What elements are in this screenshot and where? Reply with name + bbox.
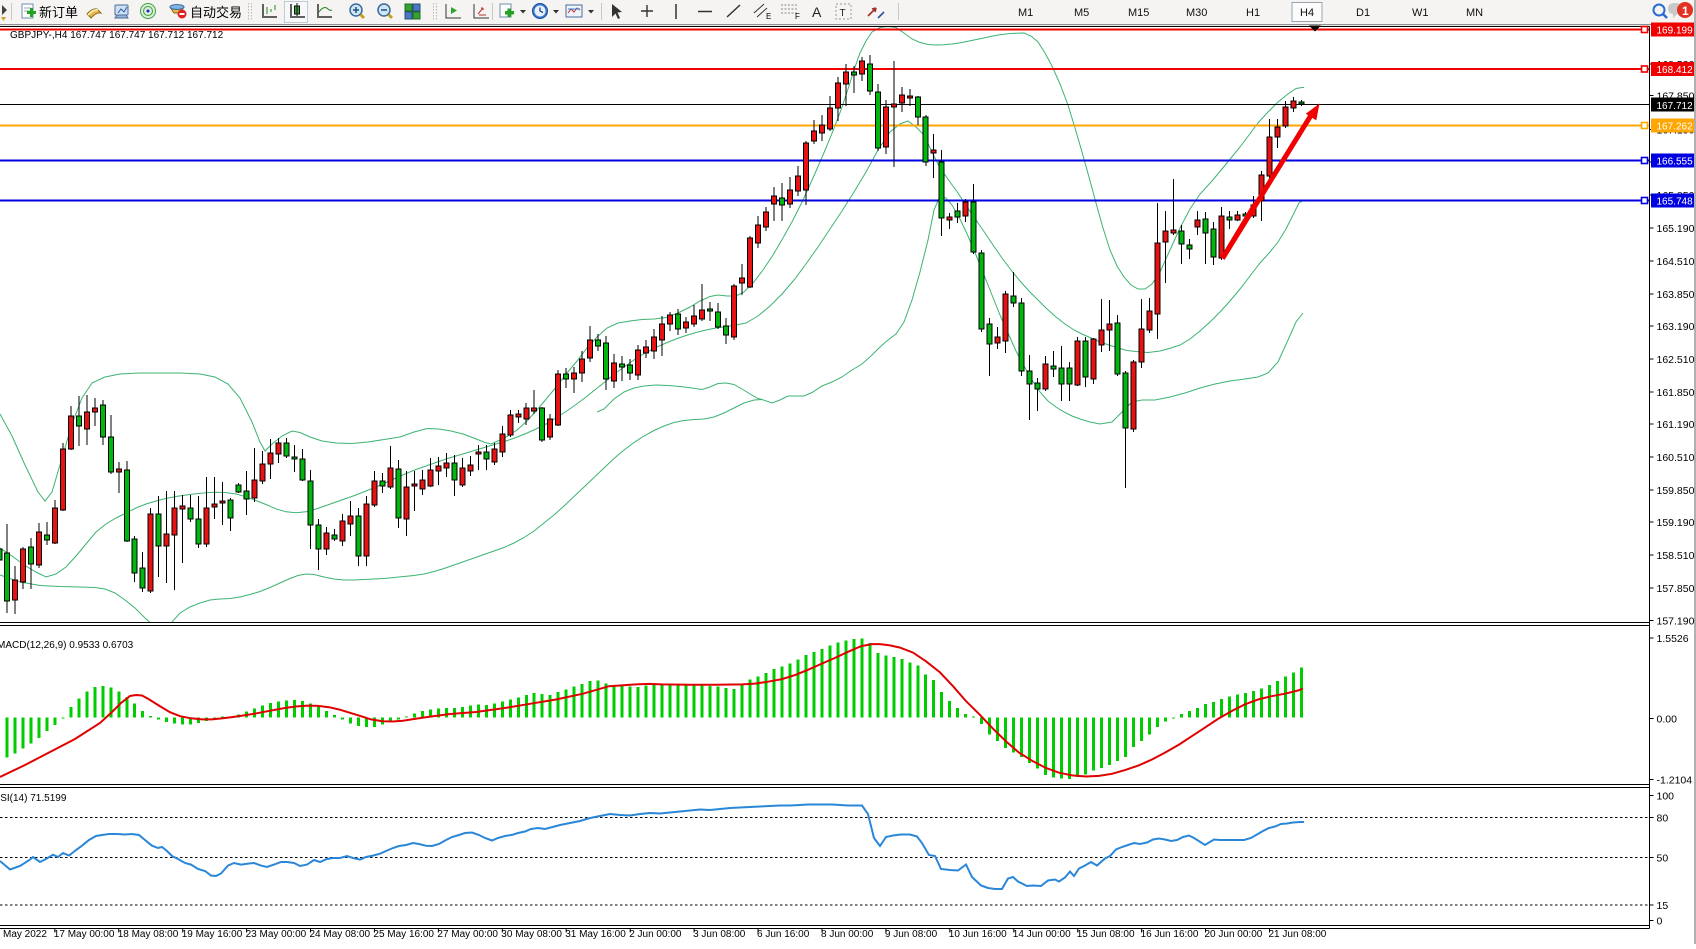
svg-text:F: F [795,12,800,21]
svg-text:1.5526: 1.5526 [1657,633,1689,645]
svg-text:30 May 08:00: 30 May 08:00 [501,929,562,940]
svg-text:8 Jun 00:00: 8 Jun 00:00 [821,929,874,940]
svg-text:165.748: 165.748 [1657,197,1694,208]
svg-text:M15: M15 [1128,7,1149,19]
svg-text:159.850: 159.850 [1657,485,1695,497]
svg-text:6 Jun 16:00: 6 Jun 16:00 [757,929,810,940]
svg-text:MACD(12,26,9) 0.9533 0.6703: MACD(12,26,9) 0.9533 0.6703 [0,640,134,651]
svg-text:23 May 00:00: 23 May 00:00 [246,929,307,940]
svg-text:M1: M1 [1018,7,1033,19]
svg-text:27 May 00:00: 27 May 00:00 [437,929,498,940]
svg-text:15 Jun 08:00: 15 Jun 08:00 [1077,929,1135,940]
svg-text:16 Jun 16:00: 16 Jun 16:00 [1141,929,1199,940]
svg-text:1: 1 [1682,4,1689,18]
svg-text:3 Jun 08:00: 3 Jun 08:00 [693,929,746,940]
svg-text:M30: M30 [1186,7,1207,19]
svg-text:159.190: 159.190 [1657,517,1695,529]
svg-text:MN: MN [1466,7,1483,19]
svg-text:2 Jun 00:00: 2 Jun 00:00 [629,929,682,940]
svg-text:163.850: 163.850 [1657,289,1695,301]
svg-text:10 Jun 16:00: 10 Jun 16:00 [949,929,1007,940]
svg-text:31 May 16:00: 31 May 16:00 [565,929,626,940]
svg-text:157.850: 157.850 [1657,583,1695,595]
svg-text:9 Jun 08:00: 9 Jun 08:00 [885,929,938,940]
svg-text:168.412: 168.412 [1657,65,1694,76]
svg-text:15: 15 [1657,900,1669,912]
svg-text:0.00: 0.00 [1657,714,1678,726]
svg-text:D1: D1 [1356,7,1370,19]
svg-text:24 May 08:00: 24 May 08:00 [310,929,371,940]
svg-text:162.510: 162.510 [1657,354,1695,366]
svg-text:167.712: 167.712 [1657,101,1694,112]
svg-text:165.190: 165.190 [1657,223,1695,235]
svg-text:158.510: 158.510 [1657,550,1695,562]
svg-text:新订单: 新订单 [39,5,78,20]
svg-text:163.190: 163.190 [1657,321,1695,333]
svg-text:161.850: 161.850 [1657,387,1695,399]
svg-text:E: E [766,12,771,21]
svg-text:RSI(14) 71.5199: RSI(14) 71.5199 [0,793,67,804]
svg-text:14 Jun 00:00: 14 Jun 00:00 [1013,929,1071,940]
svg-text:25 May 16:00: 25 May 16:00 [373,929,434,940]
svg-text:17 May 00:00: 17 May 00:00 [54,929,115,940]
svg-text:自动交易: 自动交易 [190,5,242,20]
svg-text:0: 0 [1657,916,1663,928]
svg-text:W1: W1 [1412,7,1429,19]
svg-text:157.190: 157.190 [1657,616,1695,628]
svg-text:166.555: 166.555 [1657,157,1694,168]
svg-text:21 Jun 08:00: 21 Jun 08:00 [1269,929,1327,940]
svg-text:169.199: 169.199 [1657,26,1694,37]
svg-text:80: 80 [1657,813,1669,825]
svg-text:161.190: 161.190 [1657,419,1695,431]
svg-text:-1.2104: -1.2104 [1657,775,1693,787]
svg-text:18 May 08:00: 18 May 08:00 [118,929,179,940]
svg-text:100: 100 [1657,791,1675,803]
svg-text:M5: M5 [1074,7,1089,19]
svg-text:167.262: 167.262 [1657,122,1694,133]
svg-text:May 2022: May 2022 [3,929,47,940]
svg-text:T: T [840,8,846,19]
svg-text:H1: H1 [1246,7,1260,19]
svg-text:19 May 16:00: 19 May 16:00 [182,929,243,940]
svg-text:50: 50 [1657,853,1669,865]
svg-text:A: A [812,4,822,20]
svg-text:GBPJPY-,H4 167.747 167.747 16: GBPJPY-,H4 167.747 167.747 167.712 167.7… [10,30,224,41]
svg-text:20 Jun 00:00: 20 Jun 00:00 [1205,929,1263,940]
svg-text:164.510: 164.510 [1657,256,1695,268]
svg-text:H4: H4 [1300,7,1314,19]
svg-text:160.510: 160.510 [1657,452,1695,464]
